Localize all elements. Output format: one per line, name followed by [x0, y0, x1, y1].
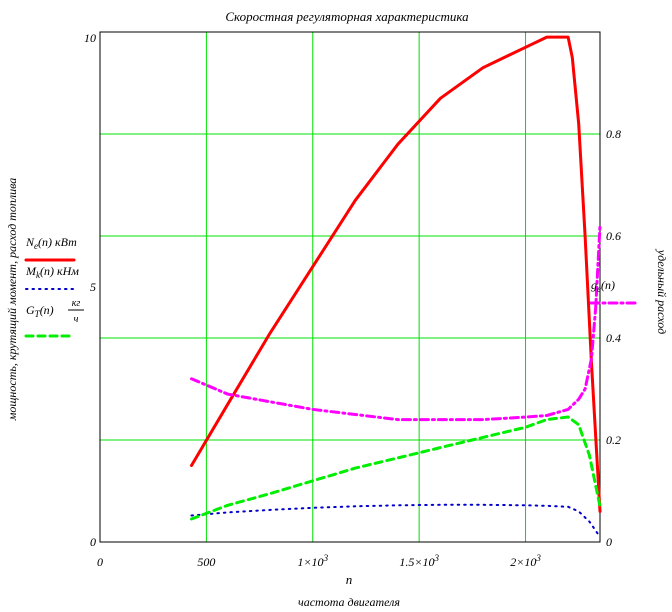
- y-tick-label: 10: [84, 31, 96, 45]
- x-axis-label: n: [346, 572, 353, 587]
- y2-tick-label: 0.4: [606, 331, 621, 345]
- y-axis-label: мощность, крутящий момент, расход топлив…: [5, 178, 19, 422]
- x-tick-label: 2×103: [510, 553, 541, 569]
- series-line-2: [190, 503, 601, 538]
- legend-right-entry-1: ge(n): [589, 278, 641, 305]
- x-axis-ticks: 0 500 1×103 1.5×103 2×103: [97, 553, 541, 569]
- y2-axis-ticks: 0 0.2 0.4 0.6 0.8: [606, 127, 621, 549]
- y2-tick-label: 0.2: [606, 433, 621, 447]
- y2-tick-label: 0.8: [606, 127, 621, 141]
- series-layer: [190, 35, 602, 538]
- y-tick-label: 0: [90, 535, 96, 549]
- series-line-3: [190, 415, 602, 521]
- legend-entry-2: Mk(n) кНм: [25, 264, 79, 290]
- y-axis-ticks: 0 5 10: [84, 31, 96, 549]
- legend-entry-1: Ne(n) кВт: [24, 235, 77, 262]
- legend-entry-3-frac-num: кг: [72, 298, 81, 309]
- legend-left: Ne(n) кВт Mk(n) кНм GT(n) кг ч: [24, 235, 84, 338]
- y2-tick-label: 0: [606, 535, 612, 549]
- legend-entry-3-frac-den: ч: [74, 314, 79, 325]
- series-line-1: [190, 35, 602, 513]
- chart-title-text: Скоростная регуляторная характеристика: [225, 9, 469, 24]
- legend-right-entry-1-label: ge(n): [591, 278, 615, 294]
- x-tick-label: 0: [97, 555, 103, 569]
- x-tick-label: 1×103: [297, 553, 328, 569]
- x-tick-label: 1.5×103: [399, 553, 439, 569]
- legend-right: ge(n): [589, 278, 641, 305]
- chart-title: Скоростная регуляторная характеристика: [225, 9, 469, 24]
- legend-entry-2-label: Mk(n) кНм: [25, 264, 79, 280]
- legend-entry-1-label: Ne(n) кВт: [25, 235, 77, 251]
- x-tick-label: 500: [197, 555, 215, 569]
- x-axis-sublabel: частота двигателя: [298, 595, 400, 609]
- grid-lines: [100, 32, 600, 542]
- series-line-4: [190, 224, 602, 422]
- legend-entry-3-label: GT(n): [26, 303, 54, 319]
- y-tick-label: 5: [90, 280, 96, 294]
- legend-entry-3: GT(n) кг ч: [24, 298, 84, 338]
- y2-tick-label: 0.6: [606, 229, 621, 243]
- y2-axis-label: удельный расход: [655, 249, 669, 334]
- plot-frame: [99, 31, 601, 543]
